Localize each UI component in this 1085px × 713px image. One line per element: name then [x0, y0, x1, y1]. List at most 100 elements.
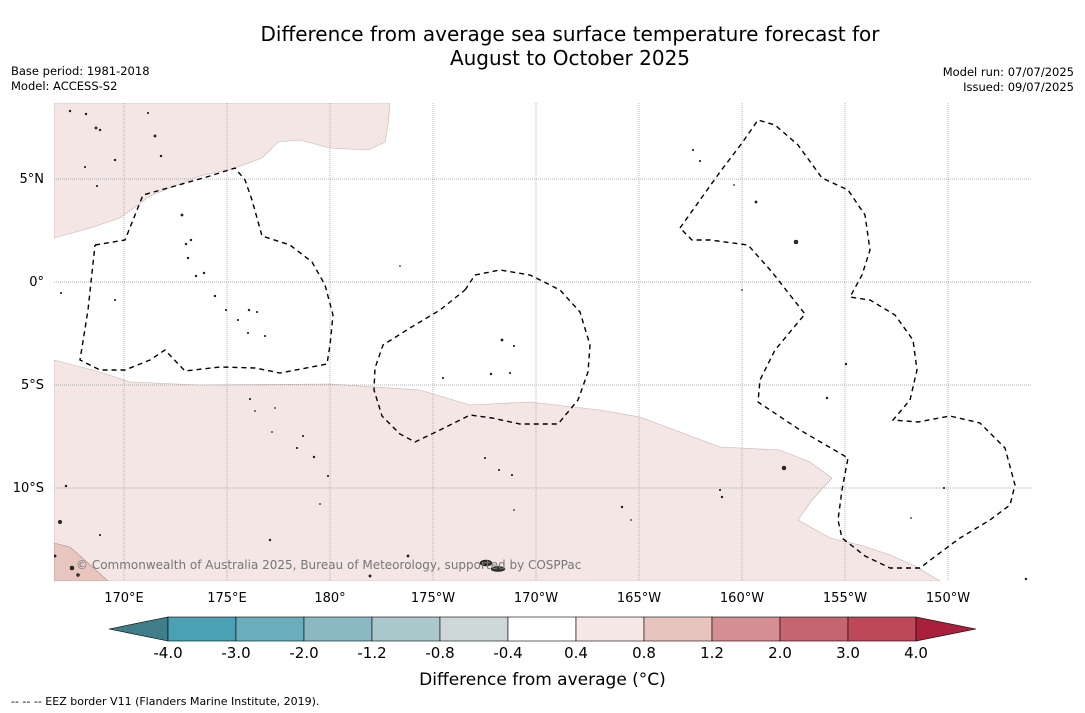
- legend-footer: -- -- -- EEZ border V11 (Flanders Marine…: [11, 695, 320, 708]
- island: [720, 495, 724, 499]
- colorbar-tick-label: 0.8: [632, 644, 656, 662]
- island: [54, 554, 57, 558]
- model-run: Model run: 07/07/2025: [942, 65, 1074, 79]
- island: [942, 486, 946, 490]
- colorbar-segment: [303, 616, 373, 642]
- island: [69, 565, 75, 571]
- eez-kiribati-phoenix: [373, 269, 591, 443]
- eez-kiribati-gilbert: [79, 167, 334, 374]
- island: [236, 318, 240, 322]
- island: [146, 111, 150, 115]
- island: [184, 242, 188, 246]
- colorbar-segment: [575, 616, 645, 642]
- island: [180, 213, 184, 217]
- copyright-notice: © Commonwealth of Australia 2025, Bureau…: [76, 558, 582, 572]
- colorbar-segment: [371, 616, 441, 642]
- island: [781, 465, 787, 471]
- island: [189, 238, 193, 242]
- island: [274, 407, 276, 409]
- island: [98, 128, 102, 132]
- island: [698, 159, 702, 163]
- island: [59, 291, 63, 295]
- lon-label-165w: 165°W: [617, 591, 661, 606]
- colorbar-segment: [507, 616, 577, 642]
- island: [441, 376, 445, 380]
- colorbar-label: Difference from average (°C): [419, 670, 666, 690]
- island: [497, 468, 501, 472]
- anomaly-region-south: [54, 359, 941, 581]
- island: [754, 200, 758, 204]
- island: [825, 396, 829, 400]
- lat-label-0: 0°: [29, 275, 44, 290]
- island: [500, 338, 504, 342]
- island: [319, 503, 321, 505]
- colorbar-tick-label: -0.4: [493, 644, 522, 662]
- latitude-labels: 5°N 0° 5°S 10°S: [13, 172, 44, 496]
- lat-label-5n: 5°N: [20, 172, 45, 187]
- island: [57, 519, 63, 525]
- island: [490, 566, 506, 572]
- island: [186, 256, 190, 260]
- island: [733, 184, 735, 186]
- lon-label-170w: 170°W: [514, 591, 558, 606]
- island: [512, 344, 516, 348]
- island: [84, 112, 88, 116]
- island: [489, 372, 493, 376]
- colorbar: -4.0 -3.0 -2.0 -1.2 -0.8 -0.4 0.4 0.8 1.2 2.0 3.0 4…: [108, 616, 977, 662]
- colorbar-tick-label: 2.0: [768, 644, 792, 662]
- island: [202, 271, 206, 275]
- island: [630, 519, 632, 521]
- colorbar-tick-label: -4.0: [153, 644, 182, 662]
- anomaly-region-strong: [54, 542, 109, 581]
- colorbar-segment: [235, 616, 305, 642]
- eez-kiribati-line: [679, 119, 1016, 569]
- island: [1024, 577, 1028, 581]
- island: [113, 298, 117, 302]
- lon-label-150w: 150°W: [926, 591, 970, 606]
- island: [312, 455, 316, 459]
- island: [508, 371, 512, 375]
- colorbar-segment: [167, 616, 237, 642]
- island: [68, 109, 72, 113]
- colorbar-extend-low: [108, 616, 169, 642]
- colorbar-tick-label: -1.2: [357, 644, 386, 662]
- colorbar-tick-label: -2.0: [289, 644, 318, 662]
- issued-date: Issued: 09/07/2025: [963, 80, 1074, 94]
- island: [224, 308, 228, 312]
- meta-left: Base period: 1981-2018 Model: ACCESS-S2: [11, 64, 150, 94]
- island: [793, 239, 799, 245]
- island: [194, 274, 198, 278]
- colorbar-tick-label: 1.2: [700, 644, 724, 662]
- island: [620, 505, 624, 509]
- colorbar-tick-label: 0.4: [564, 644, 588, 662]
- lat-label-5s: 5°S: [21, 378, 44, 393]
- island: [368, 574, 372, 578]
- island: [483, 456, 487, 460]
- anomaly-region-north: [54, 103, 391, 239]
- colorbar-segment: [643, 616, 713, 642]
- colorbar-segment: [439, 616, 509, 642]
- island: [263, 334, 267, 338]
- island: [271, 431, 273, 433]
- meta-right: Model run: 07/07/2025 Issued: 09/07/2025: [943, 65, 1074, 95]
- island: [113, 158, 117, 162]
- eez-borders: [79, 119, 1016, 569]
- lon-label-180: 180°: [314, 591, 345, 606]
- lon-label-160w: 160°W: [720, 591, 764, 606]
- map-title: Difference from average sea surface temp…: [0, 22, 1085, 70]
- island: [254, 410, 256, 412]
- colorbar-extend-high: [915, 616, 977, 642]
- lon-label-170e: 170°E: [104, 591, 144, 606]
- island: [406, 554, 410, 558]
- island: [153, 134, 157, 138]
- colorbar-tick-label: 3.0: [836, 644, 860, 662]
- title-line-2: August to October 2025: [449, 46, 691, 70]
- island: [83, 165, 87, 169]
- colorbar-segment: [847, 616, 917, 642]
- island: [295, 446, 299, 450]
- island: [246, 331, 250, 335]
- island: [718, 488, 722, 492]
- lat-label-10s: 10°S: [13, 481, 44, 496]
- island: [510, 473, 514, 477]
